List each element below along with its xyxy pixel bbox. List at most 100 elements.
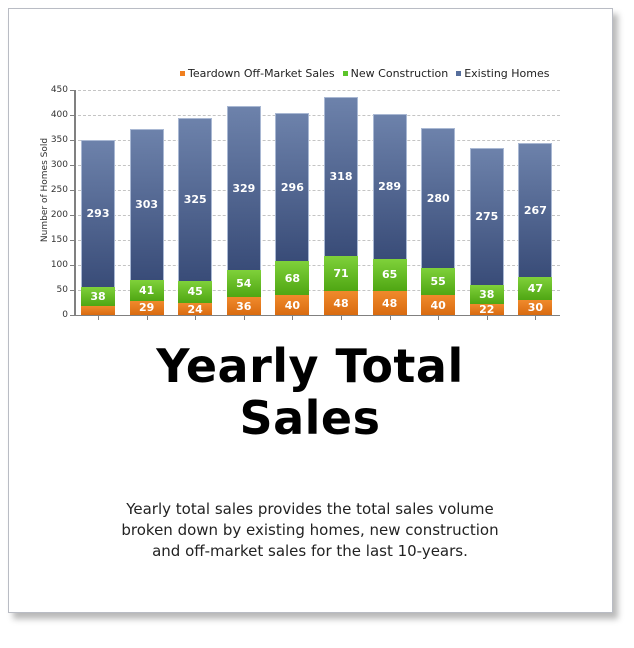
- bar-value-label: 24: [187, 302, 203, 316]
- y-tick-label: 350: [50, 135, 68, 145]
- stacked-bar: 22 38 275: [469, 147, 504, 316]
- legend-label: Teardown Off-Market Sales: [188, 67, 335, 80]
- chart-legend: Teardown Off-Market Sales New Constructi…: [180, 67, 550, 80]
- stacked-bar: 36 54 329: [226, 105, 261, 315]
- x-tick: [389, 316, 391, 320]
- y-tick: [70, 240, 75, 241]
- legend-item-new-construction: New Construction: [342, 67, 449, 80]
- bar-segment-blue: 267: [518, 143, 553, 277]
- bar-segment-orange: 40: [275, 295, 310, 315]
- bar-segment-blue: 325: [178, 118, 213, 281]
- y-tick-label: 50: [56, 285, 68, 295]
- y-tick-label: 200: [50, 210, 68, 220]
- bar-value-label: 55: [430, 274, 446, 288]
- y-tick: [70, 190, 75, 191]
- gridline: [78, 165, 560, 166]
- bar-segment-orange: 48: [372, 291, 407, 315]
- bar-segment-orange: 48: [324, 291, 358, 315]
- card-title: Yearly Total Sales: [0, 340, 620, 444]
- plot-area: [78, 90, 560, 316]
- legend-label: New Construction: [350, 67, 449, 80]
- y-tick: [70, 90, 75, 91]
- bar-segment-orange: 30: [518, 300, 553, 315]
- bar-segment-green: 38: [469, 285, 504, 304]
- bar-segment-blue: 275: [469, 147, 504, 285]
- stacked-bar: 40 68 296: [275, 113, 310, 315]
- stacked-bar: 38 293: [81, 140, 115, 315]
- bar-value-label: 38: [90, 289, 106, 303]
- bar-segment-green: 47: [518, 276, 553, 300]
- y-tick: [70, 215, 75, 216]
- bar-value-label: 40: [284, 298, 301, 312]
- bar-value-label: 280: [426, 191, 450, 205]
- x-tick: [195, 316, 197, 320]
- y-tick-label: 400: [50, 110, 68, 120]
- bar-segment-green: 38: [81, 286, 115, 306]
- legend-swatch-blue-icon: [456, 71, 462, 76]
- stacked-bar: 48 71 318: [324, 96, 358, 315]
- stacked-bar: 30 47 267: [518, 143, 553, 315]
- y-tick-label: 100: [50, 260, 68, 270]
- y-tick: [70, 265, 75, 266]
- y-tick-label: 450: [50, 85, 68, 95]
- x-axis-line: [74, 315, 560, 316]
- bar-value-label: 275: [475, 210, 499, 224]
- card-title-line-1: Yearly Total: [156, 339, 464, 393]
- description-line-2: broken down by existing homes, new const…: [121, 521, 499, 539]
- bar-value-label: 29: [138, 301, 155, 315]
- card-title-line-2: Sales: [239, 391, 381, 445]
- bar-value-label: 318: [329, 170, 353, 183]
- x-tick: [98, 316, 99, 320]
- bar-segment-orange: 29: [129, 300, 164, 315]
- card-description: Yearly total sales provides the total sa…: [0, 499, 620, 562]
- stacked-bar: 29 41 303: [129, 128, 164, 315]
- gridline: [78, 90, 560, 91]
- bar-value-label: 267: [523, 203, 547, 217]
- gridline: [78, 190, 560, 191]
- bar-value-label: 65: [381, 268, 398, 282]
- bar-segment-blue: 296: [275, 113, 310, 261]
- y-tick-label: 300: [50, 160, 68, 170]
- bar-segment-green: 68: [275, 261, 310, 295]
- bar-value-label: 296: [280, 181, 304, 194]
- gridline: [78, 115, 560, 116]
- bar-value-label: 54: [236, 277, 252, 290]
- bar-segment-blue: 303: [129, 128, 164, 280]
- x-tick: [535, 316, 537, 320]
- bar-segment-blue: 280: [421, 127, 456, 268]
- bar-segment-green: 55: [421, 267, 456, 295]
- bar-value-label: 48: [381, 296, 398, 310]
- bar-value-label: 36: [236, 299, 252, 313]
- y-tick: [70, 115, 75, 116]
- gridline: [78, 240, 560, 241]
- description-line-1: Yearly total sales provides the total sa…: [126, 500, 494, 518]
- bar-value-label: 325: [183, 193, 207, 207]
- bar-segment-blue: 293: [81, 140, 115, 287]
- y-tick: [70, 315, 75, 316]
- x-tick: [146, 316, 148, 320]
- x-tick: [438, 316, 440, 320]
- legend-swatch-orange-icon: [180, 71, 185, 76]
- stacked-bar: 24 45 325: [178, 118, 213, 316]
- x-tick: [486, 316, 488, 320]
- bar-value-label: 303: [135, 198, 159, 212]
- bar-value-label: 45: [187, 285, 203, 299]
- y-tick-label: 150: [50, 235, 68, 245]
- gridline: [78, 265, 560, 266]
- legend-label: Existing Homes: [464, 67, 550, 80]
- bar-value-label: 71: [333, 266, 349, 280]
- gridline: [78, 290, 560, 291]
- bar-segment-orange: 40: [421, 295, 456, 315]
- legend-swatch-green-icon: [342, 71, 348, 76]
- bar-value-label: 289: [378, 180, 402, 194]
- bar-segment-blue: 329: [226, 105, 261, 270]
- y-tick-label: 0: [62, 310, 68, 320]
- bar-value-label: 41: [138, 283, 155, 297]
- y-tick: [70, 140, 75, 141]
- bar-value-label: 40: [430, 298, 446, 312]
- bar-segment-green: 65: [372, 258, 407, 291]
- bar-segment-green: 45: [178, 280, 213, 303]
- bar-segment-orange: [81, 305, 115, 315]
- y-axis-line: [74, 90, 76, 316]
- x-tick: [292, 316, 294, 320]
